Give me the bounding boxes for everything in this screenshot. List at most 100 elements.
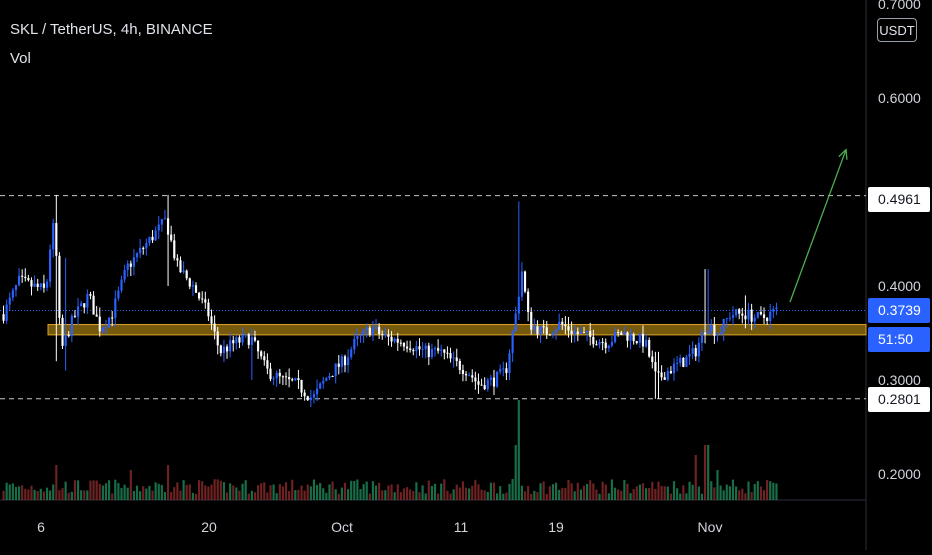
candle-body (663, 377, 666, 380)
volume-bar (347, 489, 350, 500)
candle-body (387, 334, 390, 337)
volume-bar (728, 486, 731, 500)
volume-bar (67, 492, 70, 500)
candle-body (523, 271, 527, 292)
candle-body (775, 307, 778, 310)
candle-body (129, 263, 132, 267)
volume-bar (766, 479, 769, 500)
volume-bar (182, 480, 185, 500)
volume-bar (517, 400, 520, 500)
volume-bar (682, 485, 685, 500)
candle-body (325, 378, 328, 381)
volume-bar (775, 483, 778, 500)
upper-level-price-badge: 0.4961 (868, 187, 930, 212)
candle-body (284, 376, 288, 378)
volume-bar (104, 483, 108, 500)
volume-bar (582, 485, 586, 500)
volume-bar (371, 481, 375, 500)
volume-bar (83, 490, 86, 500)
volume-bar (617, 489, 620, 500)
volume-bar (623, 479, 626, 500)
volume-bar (405, 487, 409, 500)
candle-body (527, 291, 530, 312)
volume-bar (297, 489, 300, 500)
volume-bar (381, 490, 384, 500)
candle-body (672, 363, 676, 374)
candle-body (160, 219, 163, 225)
price-tick-label: 0.7000 (878, 0, 921, 12)
volume-bar (589, 480, 592, 500)
candle-body (157, 224, 160, 231)
volume-bar (750, 492, 753, 500)
volume-bar (626, 483, 629, 500)
volume-bar (508, 483, 511, 500)
volume-bar (266, 492, 269, 500)
candle-body (418, 346, 421, 350)
volume-bar (111, 493, 114, 500)
volume-bar (368, 493, 371, 500)
volume-bar (551, 484, 555, 500)
volume-bar (166, 465, 170, 500)
volume-bar (55, 465, 58, 500)
volume-bar (601, 481, 604, 500)
volume-bar (564, 487, 567, 500)
volume-bar (374, 485, 378, 500)
candle-body (343, 356, 347, 366)
candle-body (371, 328, 375, 336)
candle-body (722, 318, 725, 333)
candle-body (353, 339, 356, 350)
candle-body (626, 332, 629, 341)
candle-body (132, 257, 136, 267)
volume-bar (762, 490, 766, 500)
volume-bar (542, 481, 545, 500)
volume-bar (464, 487, 468, 500)
volume-bar (219, 480, 222, 500)
volume-bar (573, 491, 576, 500)
volume-bar (142, 486, 145, 500)
volume-bar (294, 490, 297, 500)
candle-body (117, 290, 120, 299)
volume-bar (42, 491, 45, 500)
candle-body (328, 376, 331, 379)
volume-bar (188, 484, 191, 500)
volume-bar (269, 485, 272, 500)
candle-body (173, 240, 176, 259)
candle-body (216, 331, 219, 346)
volume-bar (440, 483, 443, 500)
candle-body (601, 342, 604, 344)
volume-bar (120, 487, 123, 500)
candle-body (703, 332, 707, 335)
candle-body (95, 314, 98, 317)
candle-body (607, 345, 610, 349)
volume-bar (247, 493, 250, 500)
volume-bar (735, 486, 738, 500)
volume-bar (328, 484, 331, 500)
volume-bar (461, 481, 465, 500)
volume-bar (536, 492, 539, 500)
volume-bar (170, 491, 173, 500)
candle-body (676, 362, 679, 364)
currency-unit-button[interactable]: USDT (877, 18, 917, 42)
volume-bar (89, 480, 92, 500)
candle-body (142, 247, 145, 249)
volume-bar (312, 479, 316, 500)
candle-body (554, 329, 558, 333)
volume-bar (95, 480, 98, 500)
candle-body (483, 385, 486, 390)
volume-indicator-label[interactable]: Vol (10, 50, 31, 67)
volume-bar (191, 492, 194, 500)
volume-bar (604, 484, 607, 500)
candle-body (427, 345, 430, 358)
volume-bar (114, 479, 117, 500)
volume-bar (632, 489, 635, 500)
candle-body (340, 356, 343, 367)
candle-body (300, 379, 303, 393)
candle-body (666, 371, 669, 380)
candle-body (80, 303, 83, 307)
candle-body (114, 298, 117, 318)
volume-bar (179, 490, 182, 500)
volume-bar (232, 485, 235, 500)
volume-bar (635, 486, 638, 500)
